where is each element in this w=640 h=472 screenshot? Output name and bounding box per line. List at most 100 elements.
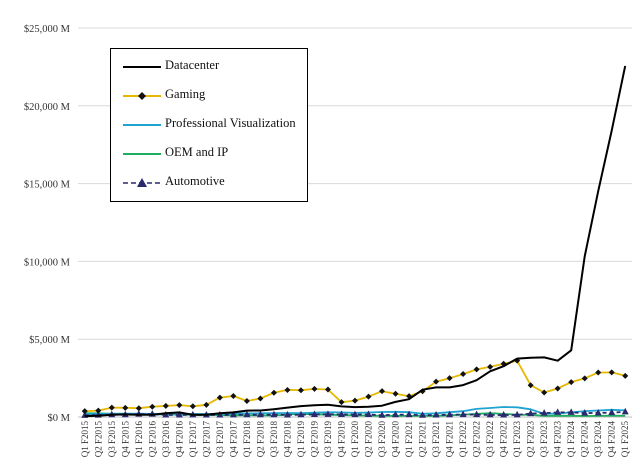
data-point-automotive <box>351 410 359 418</box>
data-point-gaming <box>216 394 223 401</box>
x-tick-label: Q4 F2018 <box>282 421 292 458</box>
y-tick-label: $10,000 M <box>24 257 71 268</box>
data-point-gaming <box>162 402 169 409</box>
data-point-gaming <box>81 408 88 415</box>
data-point-gaming <box>352 397 358 404</box>
data-point-automotive <box>621 407 629 415</box>
legend-item-gaming: Gaming <box>111 84 307 108</box>
data-point-automotive <box>567 408 575 415</box>
data-point-gaming <box>230 393 237 400</box>
data-point-automotive <box>486 410 494 418</box>
data-point-automotive <box>324 410 332 417</box>
data-point-automotive <box>297 410 305 418</box>
data-point-gaming <box>189 403 196 410</box>
x-tick-label: Q3 F2016 <box>161 421 171 458</box>
data-point-automotive <box>337 410 345 417</box>
data-point-gaming <box>284 386 291 393</box>
data-point-gaming <box>297 387 304 394</box>
y-tick-label: $20,000 M <box>24 102 71 113</box>
data-point-gaming <box>487 363 494 370</box>
legend-item-oem-and-ip: OEM and IP <box>111 142 307 166</box>
data-point-gaming <box>473 366 480 373</box>
data-point-gaming <box>446 375 453 382</box>
data-point-automotive <box>392 410 400 418</box>
legend: Datacenter Gaming Professional Visualiza… <box>110 48 308 202</box>
legend-label-professional-visualization: Professional Visualization <box>165 116 296 130</box>
data-point-automotive <box>432 411 440 418</box>
x-tick-label: Q2 F2020 <box>364 421 374 458</box>
data-point-automotive <box>540 409 548 416</box>
x-tick-label: Q1 F2019 <box>296 421 306 458</box>
x-tick-label: Q1 F2024 <box>566 421 576 458</box>
x-tick-label: Q1 F2023 <box>512 421 522 458</box>
legend-label-datacenter: Datacenter <box>165 58 220 72</box>
x-tick-label: Q3 F2024 <box>593 421 603 458</box>
x-tick-label: Q1 F2017 <box>188 421 198 458</box>
data-point-automotive <box>283 410 291 418</box>
x-tick-label: Q1 F2016 <box>134 421 144 458</box>
x-tick-label: Q2 F2019 <box>309 421 319 458</box>
data-point-automotive <box>473 410 481 418</box>
data-point-automotive <box>554 408 562 415</box>
data-point-gaming <box>433 378 440 385</box>
data-point-gaming <box>311 385 318 392</box>
data-point-gaming <box>149 403 156 410</box>
data-point-gaming <box>338 399 345 406</box>
series-line-automotive <box>84 411 626 417</box>
x-tick-label: Q4 F2020 <box>391 421 401 458</box>
x-tick-label: Q4 F2024 <box>607 421 617 458</box>
legend-swatch-professional-visualization <box>123 124 161 126</box>
data-point-gaming <box>243 398 250 405</box>
data-point-automotive <box>594 408 602 416</box>
data-point-automotive <box>365 410 373 417</box>
x-tick-label: Q3 F2019 <box>323 421 333 458</box>
x-tick-label: Q1 F2020 <box>350 421 360 458</box>
data-point-gaming <box>541 389 548 396</box>
data-point-automotive <box>446 410 454 418</box>
x-tick-label: Q1 F2022 <box>458 421 468 457</box>
x-tick-label: Q2 F2021 <box>418 421 428 457</box>
data-point-gaming <box>595 369 602 376</box>
data-point-automotive <box>243 410 251 418</box>
data-point-automotive <box>500 411 508 418</box>
x-tick-label: Q4 F2023 <box>553 421 563 458</box>
x-tick-label: Q3 F2020 <box>377 421 387 458</box>
y-tick-label: $0 M <box>48 413 71 424</box>
data-point-gaming <box>392 390 399 397</box>
x-tick-label: Q1 F2018 <box>242 421 252 458</box>
data-point-gaming <box>122 404 129 411</box>
data-point-automotive <box>270 410 278 418</box>
x-tick-label: Q3 F2018 <box>269 421 279 458</box>
data-point-gaming <box>568 379 575 386</box>
y-tick-label: $5,000 M <box>29 335 71 346</box>
x-tick-label: Q2 F2018 <box>255 421 265 458</box>
data-point-gaming <box>203 401 210 408</box>
x-tick-label: Q4 F2015 <box>120 421 130 458</box>
legend-swatch-oem-and-ip <box>123 153 161 155</box>
data-point-gaming <box>379 388 386 395</box>
x-tick-label: Q4 F2016 <box>174 421 184 458</box>
x-tick-label: Q2 F2024 <box>580 421 590 458</box>
data-point-automotive <box>310 410 318 417</box>
data-point-automotive <box>608 408 616 416</box>
x-tick-label: Q1 F2025 <box>620 421 630 458</box>
data-point-gaming <box>527 382 534 389</box>
data-point-automotive <box>459 410 467 418</box>
x-tick-label: Q3 F2021 <box>431 421 441 457</box>
legend-item-datacenter: Datacenter <box>111 55 307 79</box>
x-tick-label: Q3 F2022 <box>485 421 495 457</box>
data-point-automotive <box>527 409 535 417</box>
data-point-gaming <box>365 393 372 400</box>
data-point-automotive <box>513 410 521 418</box>
x-tick-label: Q3 F2023 <box>539 421 549 458</box>
legend-label-gaming: Gaming <box>165 87 206 101</box>
x-tick-label: Q2 F2023 <box>526 421 536 458</box>
data-point-gaming <box>554 385 561 392</box>
data-point-gaming <box>135 405 142 412</box>
x-tick-label: Q3 F2015 <box>107 421 117 458</box>
x-tick-label: Q2 F2015 <box>93 421 103 458</box>
x-tick-label: Q2 F2017 <box>201 421 211 458</box>
data-point-gaming <box>608 369 615 376</box>
data-point-automotive <box>419 411 427 418</box>
